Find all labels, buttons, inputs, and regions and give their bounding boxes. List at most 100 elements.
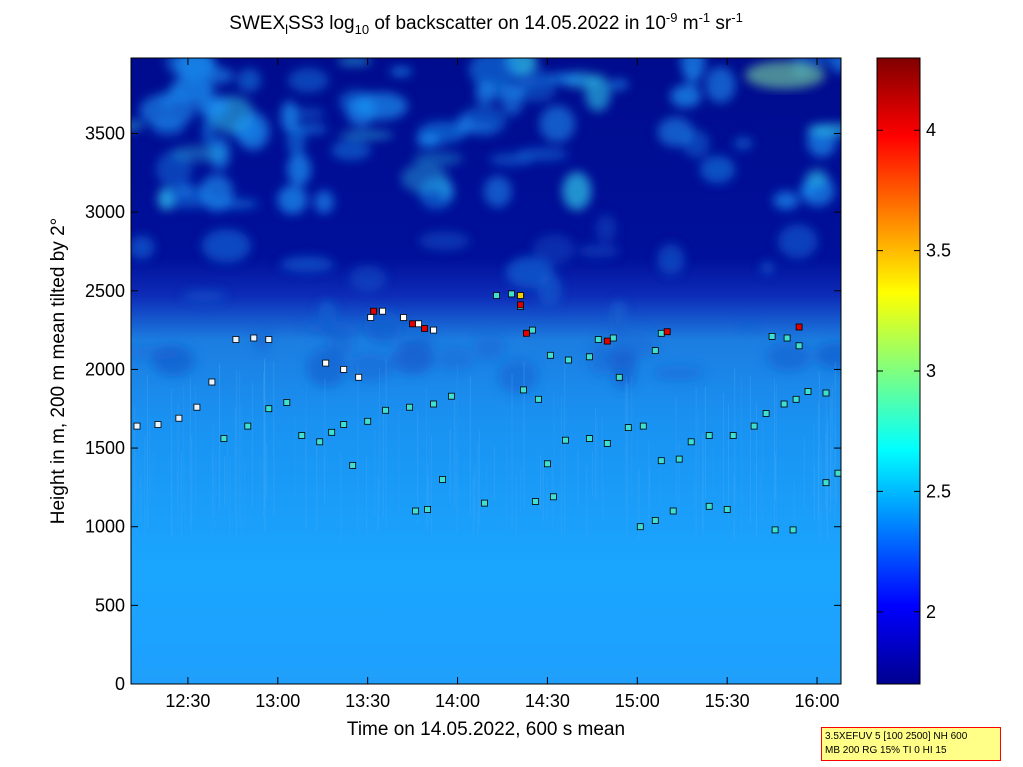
marker-point [322, 359, 330, 367]
marker-point [250, 334, 258, 342]
cloud-blob [236, 112, 270, 151]
marker-point [663, 328, 671, 336]
y-tick-label: 1500 [85, 438, 125, 458]
y-tick-label: 2500 [85, 281, 125, 301]
marker-point [298, 432, 306, 439]
plot-frame [130, 57, 842, 685]
cloud-blob [800, 184, 816, 196]
cloud-blob [741, 321, 754, 331]
marker-point [603, 439, 611, 447]
y-tick-label: 3000 [85, 202, 125, 222]
marker-point [208, 378, 216, 386]
colorbar-tick-label: 4 [926, 120, 936, 140]
heatmap-texture [131, 58, 841, 684]
marker-point [409, 320, 417, 328]
marker-point [412, 507, 420, 515]
marker-point [723, 505, 731, 513]
marker-point [340, 421, 348, 428]
cloud-blob [705, 66, 736, 104]
cloud-blob [287, 68, 329, 93]
cloud-base-markers [133, 290, 841, 534]
marker-point [651, 517, 659, 524]
cloud-blob [595, 214, 617, 243]
cloud-blob [474, 334, 505, 361]
x-tick-label: 13:30 [345, 691, 390, 711]
marker-point [379, 307, 387, 315]
marker-point [544, 460, 551, 468]
y-tick-label: 3500 [85, 123, 125, 143]
cloud-blob [454, 114, 474, 134]
marker-point [795, 323, 803, 331]
cloud-blob [418, 231, 470, 251]
cloud-blob [657, 244, 685, 275]
marker-point [406, 403, 414, 411]
cloud-blob [210, 198, 259, 209]
marker-point [517, 301, 524, 309]
marker-point [508, 290, 515, 298]
colorbar [876, 57, 921, 685]
y-tick-label: 2000 [85, 359, 125, 379]
marker-point [547, 351, 554, 359]
y-tick-label: 500 [95, 595, 125, 615]
marker-point [355, 373, 363, 381]
marker-point [639, 422, 647, 430]
cloud-blob [131, 235, 155, 260]
marker-point [421, 325, 429, 332]
marker-point [439, 476, 447, 483]
cloud-blob [286, 107, 326, 121]
cloud-blob [306, 348, 347, 388]
marker-point [154, 421, 162, 428]
marker-point [193, 403, 201, 411]
cloud-blob [237, 68, 262, 93]
marker-point [430, 326, 438, 334]
cloud-blob [814, 342, 841, 369]
marker-point [657, 457, 665, 465]
info-line-1: 3.5XEFUV 5 [100 2500] NH 600 [825, 731, 968, 742]
cloud-blob [314, 190, 334, 214]
colorbar-tick-label: 2.5 [926, 481, 951, 501]
cloud-blob [542, 72, 585, 85]
cloud-blob [349, 265, 387, 292]
marker-point [822, 479, 830, 487]
cloud-blob [498, 359, 538, 394]
y-tick-label: 0 [115, 674, 125, 694]
cloud-blob [320, 328, 357, 340]
marker-point [615, 373, 623, 381]
colorbar-tick-label: 3.5 [926, 241, 951, 261]
cloud-blob [204, 67, 234, 84]
marker-point [822, 389, 830, 397]
cloud-blob [389, 67, 413, 76]
x-tick-label: 14:30 [525, 691, 570, 711]
cloud-blob [280, 256, 334, 272]
marker-series-layer-6 [547, 334, 623, 447]
cloud-blob [201, 228, 251, 263]
cloud-blob [139, 93, 195, 128]
marker-point [529, 326, 536, 334]
cloud-blob [277, 185, 308, 215]
cloud-blob [609, 79, 629, 91]
cloud-blob [152, 345, 195, 377]
cloud-blob [417, 121, 467, 144]
y-tick-label: 1000 [85, 517, 125, 537]
cloud-blob [171, 145, 227, 162]
colorbar-axis: 2 2.5 3 3.5 4 [877, 120, 951, 622]
marker-point [328, 428, 336, 436]
marker-point [594, 336, 602, 343]
marker-point [520, 386, 527, 394]
cloud-blob [532, 234, 575, 265]
marker-point [804, 387, 812, 395]
marker-point [771, 526, 779, 534]
marker-point [481, 499, 488, 507]
marker-series-layer-4 [364, 392, 455, 515]
cloud-blob [699, 155, 736, 184]
marker-point [430, 400, 438, 408]
marker-point [415, 320, 423, 328]
cloud-blob [287, 153, 312, 186]
marker-point [624, 424, 632, 432]
cloud-blob [195, 98, 227, 117]
y-axis-label: Height in m, 200 m mean tilted by 2° [48, 218, 69, 524]
cloud-blob [255, 331, 269, 351]
colorbar-tick-label: 3 [926, 361, 936, 381]
marker-point [175, 414, 183, 422]
